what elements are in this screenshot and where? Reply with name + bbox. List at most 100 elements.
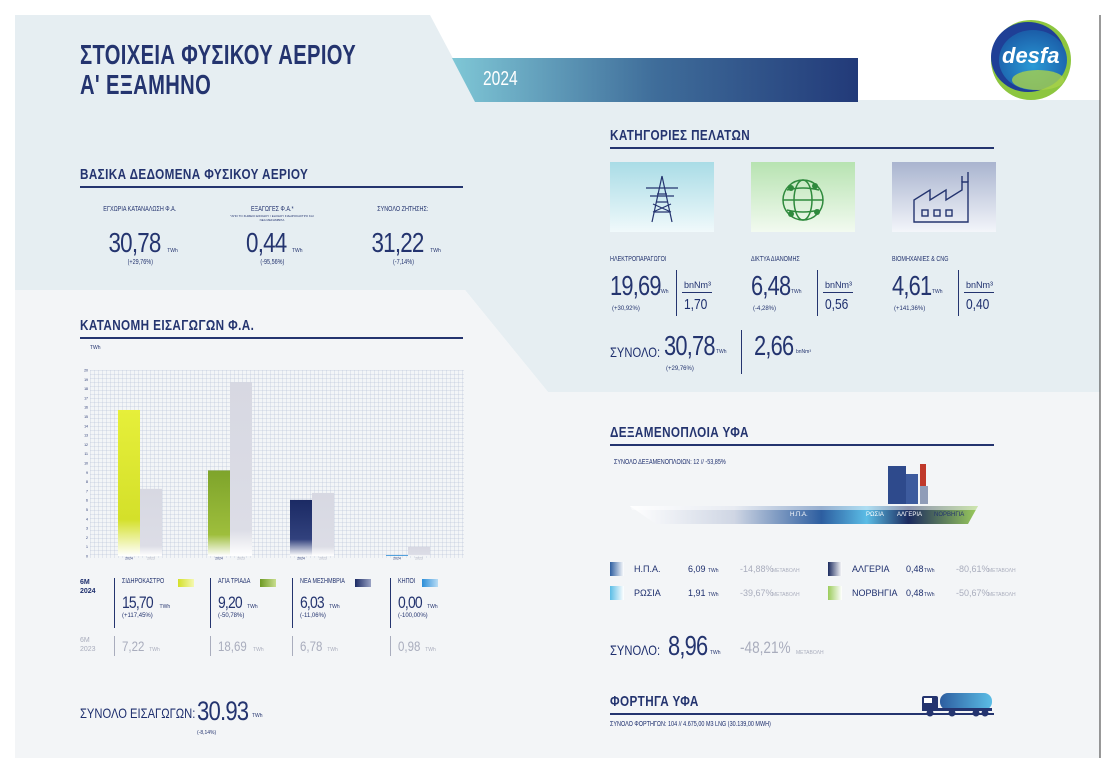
bar-year-label: 2023 (237, 557, 245, 561)
y-tick-label: 9 (86, 471, 88, 475)
import-unit: TWh (427, 604, 438, 610)
import-point-kipoi: ΚΗΠΟΙ 0,00 TWh (-100,00%) 0,98 TWh (390, 578, 460, 656)
imports-total-change: (-8,14%) (197, 730, 217, 736)
import-value-2024: 9,20 (218, 593, 243, 612)
tankers-total-change: -48,21% (740, 638, 791, 657)
basic-value: 31,22 (371, 227, 425, 258)
page-title: ΣΤΟΙΧΕΙΑ ΦΥΣΙΚΟΥ ΑΕΡΙΟΥ Α' ΕΞΑΜΗΝΟ (80, 40, 463, 100)
tanker-unit: TWh (924, 568, 935, 574)
tanker-unit: TWh (924, 592, 935, 598)
tankers-title-rule (610, 444, 994, 446)
fraction-line (964, 292, 994, 293)
legend-swatch (610, 586, 624, 600)
import-point-name: ΑΓΙΑ ΤΡΙΑΔΑ (218, 578, 251, 585)
tankers-total-value: 8,96 (668, 630, 708, 661)
divider (210, 578, 211, 628)
bar-2023-4 (408, 546, 430, 556)
bar-year-label: 2023 (147, 557, 155, 561)
divider (741, 330, 742, 374)
trucks-subtitle-text: ΣΥΝΟΛΟ ΦΟΡΤΗΓΩΝ: 104 // 4.675,00 M3 LNG … (610, 721, 771, 728)
y-tick-label: 0 (86, 555, 88, 559)
customer-label: ΗΛΕΚΤΡΟΠΑΡΑΓΩΓΟΙ (610, 256, 667, 263)
legend-swatch (355, 579, 371, 587)
customer-tile-power (610, 162, 714, 232)
customer-bn-unit: bnNm³ (966, 280, 994, 290)
bar-2024-3 (290, 499, 312, 556)
y-tick-label: 20 (84, 369, 88, 373)
import-point-name: ΣΙΔΗΡΟΚΑΣΤΡΟ (122, 578, 165, 585)
bar-2024-1 (118, 409, 140, 556)
import-point-nea-mesimvria: ΝΕΑ ΜΕΣΗΜΒΡΙΑ 6,03 TWh (-11,06%) 6,78 TWh (292, 578, 380, 656)
basic-label: ΣΥΝΟΛΟ ΖΗΤΗΣΗΣ: (377, 206, 429, 213)
tanker-change-label: ΜΕΤΑΒΟΛΗ (988, 568, 1016, 574)
tankers-section-title: ΔΕΞΑΜΕΝΟΠΛΟΙΑ ΥΦΑ (610, 424, 788, 441)
basic-change: (+29,76%) (127, 259, 153, 266)
import-value-2024: 0,00 (398, 593, 423, 612)
tanker-country: ΡΩΣΙΑ (634, 588, 661, 598)
divider (676, 270, 677, 316)
customer-industry: ΒΙΟΜΗΧΑΝΙΕΣ & CNG 4,61 TWh (+141,36%) bn… (892, 256, 1022, 318)
divider-2023 (390, 636, 391, 656)
basic-change: (-95,56%) (260, 259, 284, 266)
y-tick-label: 17 (84, 396, 88, 400)
basic-unit: TWh (291, 248, 303, 254)
tanker-country: ΝΟΡΒΗΓΙΑ (852, 588, 898, 598)
legend-swatch (828, 586, 842, 600)
divider (292, 578, 293, 628)
bar-2024-2 (208, 470, 230, 556)
import-unit: TWh (329, 604, 340, 610)
y-tick-label: 6 (86, 499, 88, 503)
customer-change: (+141,36%) (894, 306, 926, 312)
basic-value: 0,44 (246, 227, 288, 258)
customer-distribution: ΔΙΚΤΥΑ ΔΙΑΝΟΜΗΣ 6,48 TWh (-4,28%) bnNm³ … (751, 256, 881, 318)
basic-item-exports: ΕΞΑΓΩΓΕΣ Φ.Α.* *ΑΠΟ ΤΟ ΣΗΜΕΙΟ ΕΙΣΟΔΟΥ / … (212, 206, 332, 266)
customer-unit: TWh (791, 289, 802, 295)
basic-note: *ΑΠΟ ΤΟ ΣΗΜΕΙΟ ΕΙΣΟΔΟΥ / ΕΞΟΔΟΥ ΣΙΔΗΡΟΚΑ… (230, 214, 314, 222)
legend-swatch (610, 562, 624, 576)
bar-year-label: 2023 (319, 557, 327, 561)
y-tick-label: 2 (86, 536, 88, 540)
bar-year-label: 2024 (393, 557, 401, 561)
logo-text: desfa (1002, 43, 1060, 68)
import-unit: TWh (159, 604, 171, 610)
tanker-row-usa: Η.Π.Α. 6,09 TWh -14,88% ΜΕΤΑΒΟΛΗ (610, 560, 810, 580)
tanker-value: 6,09 (688, 564, 706, 574)
basic-data-row: ΕΓΧΩΡΙΑ ΚΑΤΑΝΑΛΩΣΗ Φ.Α. 30,78 TWh (+29,76… (80, 206, 463, 276)
chart-y-label: TWh (90, 345, 101, 351)
legend-swatch (178, 579, 194, 587)
customer-bn-value: 0,40 (966, 296, 990, 313)
customer-bn-value: 1,70 (684, 296, 708, 313)
y-tick-label: 8 (86, 480, 88, 484)
imports-title-text: ΚΑΤΑΝΟΜΗ ΕΙΣΑΓΩΓΩΝ Φ.Α. (80, 317, 255, 334)
imports-total-value: 30.93 (197, 696, 249, 726)
customers-total-bn-unit: bnNm³ (796, 349, 812, 355)
basic-unit: TWh (430, 248, 441, 254)
y-tick-label: 4 (86, 517, 88, 521)
import-point-sidirokastro: ΣΙΔΗΡΟΚΑΣΤΡΟ 15,70 TWh (+117,45%) 7,22 TWh (114, 578, 202, 656)
page-title-line1: ΣΤΟΙΧΕΙΑ ΦΥΣΙΚΟΥ ΑΕΡΙΟΥ (80, 39, 357, 70)
imports-title-rule (80, 337, 463, 339)
tankers-total: ΣΥΝΟΛΟ: 8,96 TWh -48,21% ΜΕΤΑΒΟΛΗ (610, 630, 910, 664)
import-value-2024: 15,70 (122, 593, 154, 612)
ship-label-russia: ΡΩΣΙΑ (866, 512, 884, 518)
fraction-line (823, 292, 853, 293)
import-value-2023: 18,69 (218, 638, 247, 654)
tanker-value: 0,48 (906, 588, 924, 598)
y-tick-label: 14 (84, 424, 88, 428)
tankers-total-unit: TWh (710, 650, 721, 656)
customer-value: 19,69 (610, 270, 662, 301)
period-2023: 6M 2023 (80, 637, 96, 653)
tanker-change-label: ΜΕΤΑΒΟΛΗ (988, 592, 1016, 598)
divider-2023 (210, 636, 211, 656)
tanker-change-label: ΜΕΤΑΒΟΛΗ (772, 568, 800, 574)
tanker-country: Η.Π.Α. (634, 564, 661, 574)
import-unit-2023: TWh (425, 647, 436, 653)
tanker-unit: TWh (708, 568, 719, 574)
customers-total: ΣΥΝΟΛΟ: 30,78 TWh (+29,76%) 2,66 bnNm³ (610, 330, 870, 378)
customer-change: (-4,28%) (753, 306, 777, 312)
bar-2023-2 (230, 382, 252, 556)
import-value-2024: 6,03 (300, 593, 325, 612)
ship-label-usa: Η.Π.Α. (790, 512, 808, 518)
tanker-change: -80,61% (956, 564, 990, 574)
legend-swatch (422, 579, 438, 587)
